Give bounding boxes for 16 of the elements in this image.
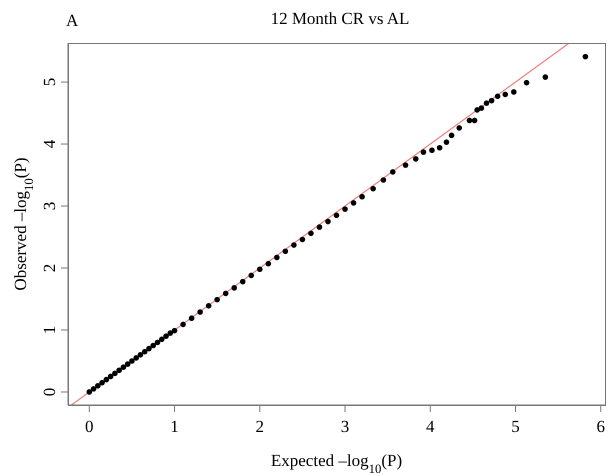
x-tick-label: 3 [340, 417, 350, 436]
x-axis-title: Expected –log$_{10}$(P) [270, 451, 402, 476]
y-tick-label: 5 [40, 78, 59, 86]
x-tick-label: 2 [256, 417, 264, 436]
y-tick-label: 2 [40, 264, 59, 272]
x-tick-label: 6 [596, 417, 605, 436]
y-tick-label: 0 [40, 388, 59, 396]
y-tick-label: 1 [40, 326, 59, 334]
chart-title: 12 Month CR vs AL [270, 9, 410, 28]
x-tick-label: 5 [511, 417, 520, 436]
text: A [66, 11, 79, 30]
y-tick-label: 3 [40, 202, 59, 210]
x-tick-label: 1 [170, 417, 179, 436]
y-tick-label: 4 [40, 139, 59, 148]
x-tick-label: 4 [426, 417, 436, 436]
x-tick-label: 0 [85, 417, 94, 436]
